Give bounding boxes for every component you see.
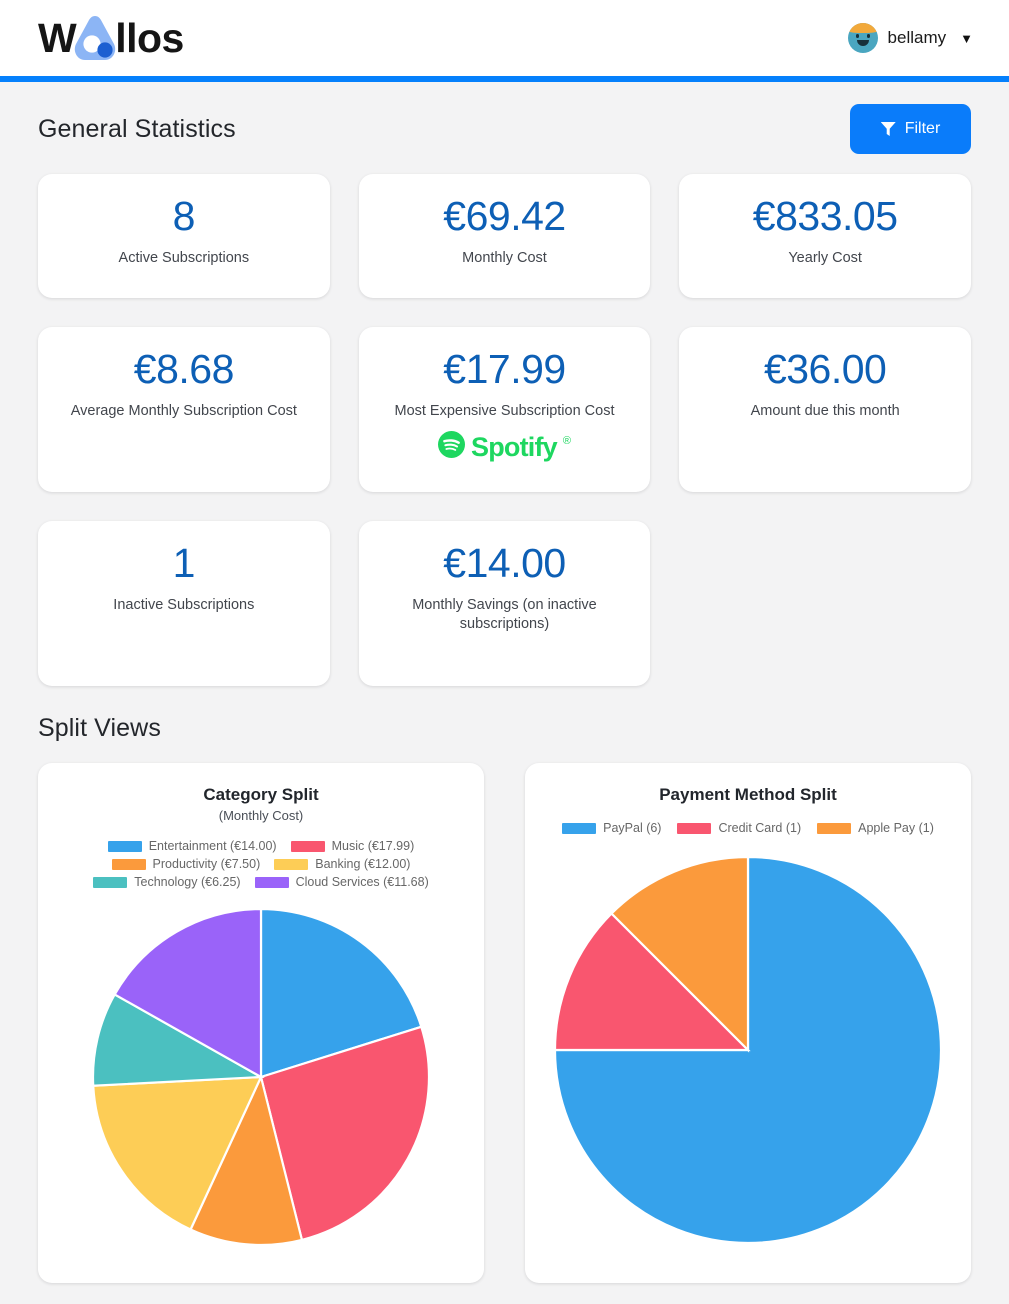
legend-item[interactable]: Credit Card (1) xyxy=(677,821,801,835)
logo-text-left: W xyxy=(38,14,77,61)
chart-title: Payment Method Split xyxy=(659,785,837,804)
pie-area[interactable] xyxy=(52,889,470,1265)
legend-swatch xyxy=(290,840,325,852)
legend-swatch xyxy=(93,876,128,888)
user-menu[interactable]: bellamy ▼ xyxy=(847,23,973,53)
legend-swatch xyxy=(107,840,142,852)
stat-label: Most Expensive Subscription Cost xyxy=(394,402,615,419)
stat-label: Average Monthly Subscription Cost xyxy=(70,402,297,419)
legend-swatch xyxy=(817,822,852,834)
top-bar: W llos bellamy ▼ xyxy=(0,0,1009,82)
stat-value: €36.00 xyxy=(763,346,887,392)
legend-swatch xyxy=(274,858,309,870)
split-views-header: Split Views xyxy=(38,686,971,763)
legend-item[interactable]: Apple Pay (1) xyxy=(817,821,934,835)
pie-slice[interactable] xyxy=(259,1025,431,1242)
legend-label: Productivity (€7.50) xyxy=(152,857,261,871)
legend-swatch xyxy=(562,822,597,834)
legend-label: PayPal (6) xyxy=(603,821,662,835)
stat-card-active-subscriptions[interactable]: 8 Active Subscriptions xyxy=(38,174,330,298)
pie-slice[interactable] xyxy=(609,855,750,1053)
page-content: General Statistics Filter 8 Active Subsc… xyxy=(0,76,1009,1283)
logo-text-right: llos xyxy=(115,14,184,61)
legend-label: Cloud Services (€11.68) xyxy=(295,875,429,889)
pie-slice[interactable] xyxy=(259,907,423,1079)
funnel-icon xyxy=(880,122,896,136)
spotify-icon xyxy=(437,431,465,463)
stat-label: Active Subscriptions xyxy=(118,249,250,266)
spotify-wordmark: Spotify xyxy=(470,431,558,462)
stat-value: €17.99 xyxy=(443,346,566,392)
stat-value: €69.42 xyxy=(443,193,566,239)
legend-item[interactable]: Productivity (€7.50) xyxy=(111,857,261,871)
stat-card-most-expensive-subscription-cost[interactable]: €17.99 Most Expensive Subscription Cost … xyxy=(358,327,651,492)
category-split-pie[interactable] xyxy=(91,907,431,1247)
legend-label: Entertainment (€14.00) xyxy=(148,839,277,853)
pie-slice[interactable] xyxy=(553,911,751,1052)
legend-label: Technology (€6.25) xyxy=(134,875,241,889)
chart-subtitle: (Monthly Cost) xyxy=(218,808,304,823)
stat-card-monthly-savings[interactable]: €14.00 Monthly Savings (on inactive subs… xyxy=(358,521,651,686)
filter-button-label: Filter xyxy=(904,120,941,137)
avatar xyxy=(847,23,878,53)
stat-label: Monthly Savings (on inactive subscriptio… xyxy=(412,596,597,633)
general-statistics-header: General Statistics Filter xyxy=(38,76,971,174)
category-split-chart-card: Category Split (Monthly Cost) Entertainm… xyxy=(38,763,484,1283)
legend-item[interactable]: Technology (€6.25) xyxy=(93,875,241,889)
username-label: bellamy xyxy=(887,28,947,47)
stat-card-yearly-cost[interactable]: €833.05 Yearly Cost xyxy=(679,174,971,298)
filter-button[interactable]: Filter xyxy=(850,104,971,154)
spotify-brand: Spotify ® xyxy=(437,431,571,463)
charts-grid: Category Split (Monthly Cost) Entertainm… xyxy=(38,763,971,1283)
stat-value: 8 xyxy=(172,193,196,239)
stat-card-amount-due-this-month[interactable]: €36.00 Amount due this month xyxy=(679,327,971,492)
payment-method-split-chart-card: Payment Method Split PayPal (6) Credit Ca… xyxy=(525,763,971,1283)
page-title: General Statistics xyxy=(38,114,236,143)
spotify-trademark: ® xyxy=(562,435,571,448)
legend-swatch xyxy=(677,822,712,834)
legend-item[interactable]: Banking (€12.00) xyxy=(274,857,410,871)
stat-card-monthly-cost[interactable]: €69.42 Monthly Cost xyxy=(358,174,651,298)
pie-slice[interactable] xyxy=(189,1073,304,1247)
split-views-title: Split Views xyxy=(38,714,161,742)
stat-label: Amount due this month xyxy=(750,402,900,419)
stat-label: Yearly Cost xyxy=(788,249,862,266)
pie-area[interactable] xyxy=(539,835,957,1265)
stat-label: Monthly Cost xyxy=(462,249,547,266)
legend-label: Banking (€12.00) xyxy=(315,857,411,871)
legend-item[interactable]: PayPal (6) xyxy=(562,821,661,835)
stat-value: €14.00 xyxy=(443,540,566,586)
legend-label: Apple Pay (1) xyxy=(858,821,934,835)
pie-slice[interactable] xyxy=(113,907,263,1079)
app-logo[interactable]: W llos xyxy=(38,12,184,64)
stat-value: €833.05 xyxy=(752,193,898,239)
legend-item[interactable]: Cloud Services (€11.68) xyxy=(254,875,429,889)
pie-slice[interactable] xyxy=(553,855,943,1245)
stat-value: €8.68 xyxy=(133,346,235,392)
legend-swatch xyxy=(254,876,289,888)
legend-label: Credit Card (1) xyxy=(718,821,802,835)
wallos-droplet-icon xyxy=(72,13,118,63)
stat-card-inactive-subscriptions[interactable]: 1 Inactive Subscriptions xyxy=(38,521,330,686)
statistics-grid: 8 Active Subscriptions €69.42 Monthly Co… xyxy=(38,174,971,686)
chart-legend[interactable]: Entertainment (€14.00) Music (€17.99) Prod… xyxy=(91,839,431,889)
legend-item[interactable]: Entertainment (€14.00) xyxy=(107,839,277,853)
stat-value: 1 xyxy=(172,540,196,586)
legend-item[interactable]: Music (€17.99) xyxy=(290,839,415,853)
chart-legend[interactable]: PayPal (6) Credit Card (1) Apple Pay (1) xyxy=(562,821,934,835)
pie-slice[interactable] xyxy=(92,1075,263,1231)
chevron-down-icon[interactable]: ▼ xyxy=(960,30,973,46)
payment-method-split-pie[interactable] xyxy=(553,855,943,1245)
legend-label: Music (€17.99) xyxy=(331,839,415,853)
legend-swatch xyxy=(111,858,146,870)
pie-slice[interactable] xyxy=(91,992,265,1087)
chart-title: Category Split xyxy=(203,785,319,804)
stat-label: Inactive Subscriptions xyxy=(113,596,255,613)
stat-card-average-monthly-subscription-cost[interactable]: €8.68 Average Monthly Subscription Cost xyxy=(38,327,330,492)
